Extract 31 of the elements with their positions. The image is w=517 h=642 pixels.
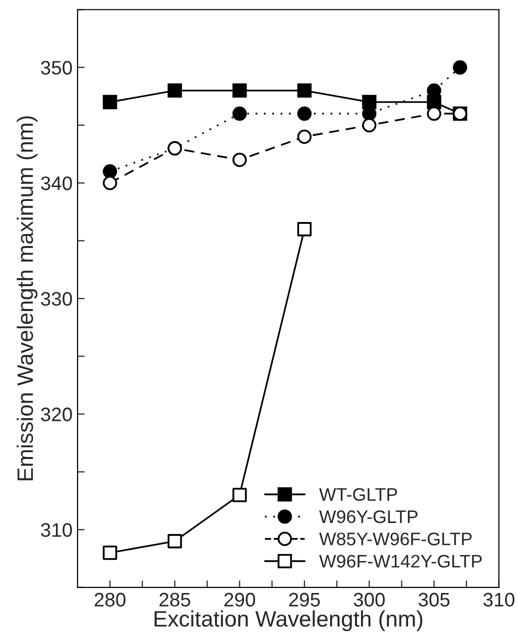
x-tick-label: 300 — [354, 592, 385, 607]
point — [102, 94, 118, 110]
y-tick-label: 320 — [40, 408, 72, 422]
legend-label: W96F-W142Y-GLTP — [319, 554, 482, 568]
point — [297, 222, 312, 236]
x-tick-label: 290 — [224, 592, 256, 607]
point — [452, 60, 468, 75]
x-axis-title: Excitation Wavelength (nm) — [154, 610, 422, 632]
legend-label: W96Y-GLTP — [319, 510, 418, 524]
legend-label: W85Y-W96F-GLTP — [319, 532, 472, 546]
x-tick-label: 310 — [483, 592, 514, 607]
y-tick-label: 310 — [40, 523, 72, 537]
point — [102, 164, 118, 179]
y-tick-label: 350 — [40, 60, 72, 75]
x-tick-label: 305 — [418, 592, 450, 607]
point — [168, 534, 182, 548]
legend-label: WT-GLTP — [319, 488, 398, 501]
x-tick-label: 280 — [94, 592, 126, 607]
point — [362, 94, 376, 110]
x-tick-label: 295 — [289, 592, 320, 607]
point — [232, 83, 247, 98]
y-tick-label: 330 — [40, 292, 72, 306]
point — [297, 83, 312, 98]
x-tick-label: 285 — [160, 592, 190, 607]
y-axis-title: Emission Wavelength maximum (nm) — [16, 116, 38, 480]
point — [297, 106, 312, 121]
y-tick-label: 340 — [40, 176, 72, 190]
point — [232, 488, 247, 502]
point — [168, 83, 182, 98]
point — [232, 106, 247, 121]
point — [102, 546, 118, 560]
